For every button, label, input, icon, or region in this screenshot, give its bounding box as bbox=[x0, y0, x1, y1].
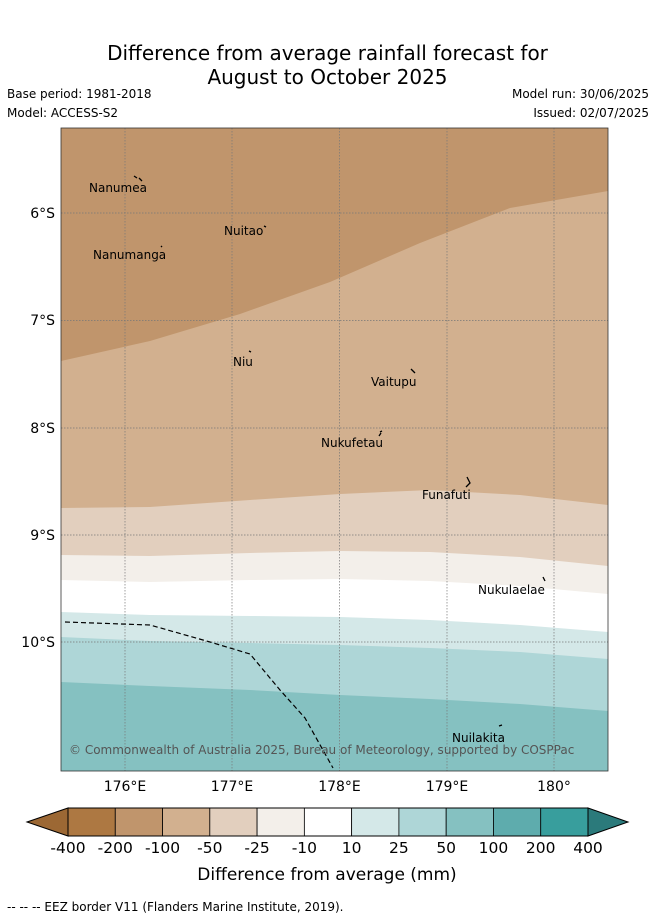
colorbar-cell-5 bbox=[303, 807, 353, 837]
colorbar-cell-4 bbox=[256, 807, 305, 837]
colorbar-label: 200 bbox=[526, 839, 556, 857]
colorbar-label: -400 bbox=[50, 839, 85, 857]
island-nuitao bbox=[263, 225, 267, 228]
colorbar-label: 25 bbox=[389, 839, 409, 857]
lat-tick-7s: 7°S bbox=[30, 313, 55, 329]
lat-tick-9s: 9°S bbox=[30, 528, 55, 544]
band-plus-50 bbox=[61, 682, 608, 771]
colorbar-title: Difference from average (mm) bbox=[197, 865, 456, 885]
island-vaitupu bbox=[410, 368, 416, 374]
colorbar-label: -100 bbox=[145, 839, 180, 857]
label-nuilakita: Nuilakita bbox=[452, 731, 505, 745]
label-nanumea: Nanumea bbox=[89, 181, 147, 195]
copyright-notice: © Commonwealth of Australia 2025, Bureau… bbox=[69, 743, 574, 757]
colorbar-label: 400 bbox=[573, 839, 603, 857]
island-niu bbox=[248, 350, 252, 353]
eez-footnote: -- -- -- EEZ border V11 (Flanders Marine… bbox=[7, 900, 344, 914]
label-nanumanga: Nanumanga bbox=[93, 248, 166, 262]
island-nanumanga bbox=[160, 245, 163, 248]
label-nuitao: Nuitao bbox=[224, 224, 263, 238]
colorbar-cell-8 bbox=[445, 807, 494, 837]
colorbar-label: 50 bbox=[436, 839, 456, 857]
island-nuilakita bbox=[498, 724, 503, 727]
label-vaitupu: Vaitupu bbox=[371, 375, 417, 389]
colorbar-cell-7 bbox=[398, 807, 447, 837]
graticule bbox=[61, 128, 608, 771]
island-nukulaelae bbox=[542, 576, 546, 582]
place-labels: Nanumea Nuitao Nanumanga Niu Vaitupu Nuk… bbox=[89, 181, 545, 745]
island-nukufetau bbox=[378, 430, 383, 437]
island-funafuti bbox=[465, 476, 471, 488]
colorbar-cell-6 bbox=[351, 807, 400, 837]
lat-tick-8s: 8°S bbox=[30, 421, 55, 437]
colorbar-label: 10 bbox=[342, 839, 362, 857]
lon-tick-178e: 178°E bbox=[318, 779, 361, 795]
colorbar-label: -25 bbox=[244, 839, 269, 857]
lon-tick-labels: 176°E 177°E 178°E 179°E 180° bbox=[104, 779, 571, 795]
label-funafuti: Funafuti bbox=[422, 488, 471, 502]
island-nanumea bbox=[133, 175, 143, 182]
model-name: Model: ACCESS-S2 bbox=[7, 106, 119, 120]
colorbar-label: -50 bbox=[197, 839, 222, 857]
model-run: Model run: 30/06/2025 bbox=[511, 87, 649, 101]
lat-tick-labels: 6°S 7°S 8°S 9°S 10°S bbox=[21, 206, 55, 651]
colorbar-cell-1 bbox=[114, 807, 163, 837]
label-nukulaelae: Nukulaelae bbox=[478, 583, 545, 597]
rainfall-bands bbox=[61, 128, 608, 771]
title-line-2: August to October 2025 bbox=[207, 65, 448, 89]
base-period: Base period: 1981-2018 bbox=[7, 87, 152, 101]
label-nukufetau: Nukufetau bbox=[321, 436, 383, 450]
label-niu: Niu bbox=[233, 355, 253, 369]
colorbar-cell-2 bbox=[162, 807, 211, 837]
issued-date: Issued: 02/07/2025 bbox=[533, 106, 649, 120]
eez-border bbox=[64, 621, 334, 769]
colorbar-cell-0 bbox=[67, 807, 116, 837]
map-frame bbox=[60, 127, 609, 772]
islands bbox=[133, 175, 546, 727]
title-line-1: Difference from average rainfall forecas… bbox=[107, 41, 548, 65]
colorbar-cell-3 bbox=[209, 807, 258, 837]
lat-tick-6s: 6°S bbox=[30, 206, 55, 222]
lon-tick-179e: 179°E bbox=[426, 779, 469, 795]
colorbar-over-arrow bbox=[587, 807, 630, 837]
colorbar: -400 -200 -100 -50 -25 -10 10 25 50 100 200 400 Dif… bbox=[25, 807, 630, 885]
lon-tick-176e: 176°E bbox=[104, 779, 147, 795]
colorbar-label: -10 bbox=[292, 839, 317, 857]
colorbar-label: -200 bbox=[98, 839, 133, 857]
lon-tick-180: 180° bbox=[537, 779, 571, 795]
lon-tick-177e: 177°E bbox=[211, 779, 254, 795]
colorbar-cell-10 bbox=[540, 807, 589, 837]
lat-tick-10s: 10°S bbox=[21, 635, 55, 651]
colorbar-cell-9 bbox=[493, 807, 542, 837]
colorbar-under-arrow bbox=[25, 807, 69, 837]
colorbar-label: 100 bbox=[479, 839, 509, 857]
